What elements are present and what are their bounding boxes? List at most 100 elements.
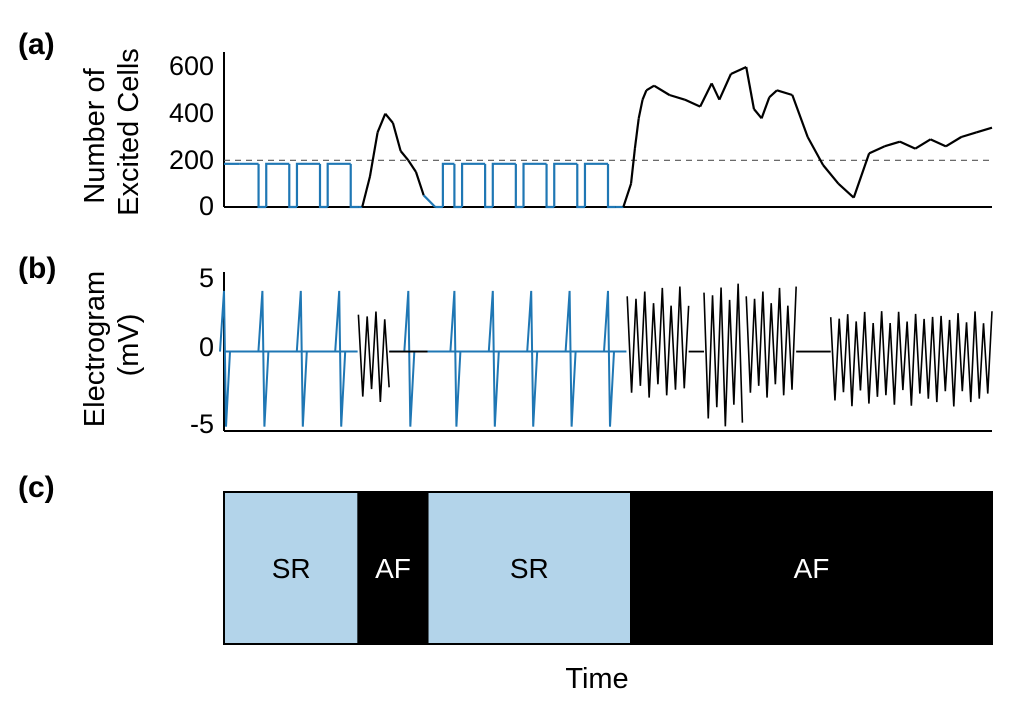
excited-cells-segment bbox=[884, 140, 901, 148]
excited-cells-segment bbox=[822, 164, 840, 185]
excited-cells-segment bbox=[837, 182, 855, 199]
excited-cells-segment bbox=[629, 148, 636, 184]
excited-cells-segment bbox=[606, 163, 616, 209]
sr-spike bbox=[403, 290, 416, 427]
excited-cells-segment bbox=[806, 136, 825, 166]
sr-spike bbox=[334, 290, 347, 427]
y-tick-b-neg5: -5 bbox=[190, 409, 214, 439]
excited-cells-segment bbox=[368, 132, 379, 177]
excited-cells-segment bbox=[753, 108, 763, 120]
excited-cells-segment bbox=[699, 82, 713, 108]
excited-cells-segment bbox=[514, 163, 524, 209]
excited-cells-segment bbox=[669, 93, 686, 101]
excited-cells-segment bbox=[576, 163, 585, 209]
rhythm-segment-sr bbox=[426, 491, 633, 645]
sr-spike bbox=[219, 290, 231, 427]
y-tick-b-0: 0 bbox=[199, 332, 214, 362]
af-oscillation bbox=[829, 311, 993, 407]
excited-cells-segment bbox=[960, 131, 977, 139]
sr-spike bbox=[487, 290, 500, 427]
rhythm-bar: SR AF SR AF bbox=[223, 491, 993, 645]
af-oscillation bbox=[626, 286, 690, 398]
panel-a: (a) Number of Excited Cells 0 200 400 60… bbox=[18, 28, 993, 221]
excited-cells-segment bbox=[718, 73, 732, 101]
excited-cells-segment bbox=[407, 159, 417, 173]
excited-cells-segment bbox=[265, 162, 290, 207]
excited-cells-segment bbox=[776, 89, 793, 97]
excited-cells-segment bbox=[460, 162, 486, 207]
sr-spike bbox=[564, 290, 577, 427]
rhythm-label-af: AF bbox=[375, 553, 411, 584]
excited-cells-segment bbox=[976, 126, 993, 134]
panel-label-c: (c) bbox=[18, 471, 55, 504]
excited-cells-segment bbox=[349, 163, 359, 209]
y-tick-a-600: 600 bbox=[169, 51, 214, 81]
excited-cells-segment bbox=[545, 163, 555, 209]
y-axis-label-a-line1: Number of bbox=[79, 67, 111, 203]
excited-cells-segment bbox=[637, 99, 644, 119]
excited-cells-segment bbox=[257, 163, 267, 209]
excited-cells-segment bbox=[318, 163, 328, 209]
excited-cells-segment bbox=[295, 162, 320, 207]
excited-cells-segment bbox=[633, 118, 640, 149]
y-axis-label-b: Electrogram (mV) bbox=[79, 263, 145, 427]
panel-label-b: (b) bbox=[18, 252, 56, 285]
x-axis-label-time: Time bbox=[565, 663, 628, 695]
excited-cells-segment bbox=[768, 89, 778, 99]
excited-cells-segment bbox=[645, 84, 655, 92]
excited-cells-segment bbox=[361, 176, 371, 208]
panel-label-a: (a) bbox=[18, 28, 55, 61]
rhythm-segment-af bbox=[630, 491, 993, 645]
excited-cells-segment bbox=[414, 171, 425, 196]
panel-c: (c) SR AF SR AF Time bbox=[18, 471, 993, 695]
af-oscillation bbox=[703, 283, 744, 427]
y-tick-a-400: 400 bbox=[169, 98, 214, 128]
rhythm-label-sr: SR bbox=[510, 553, 549, 584]
plot-area-a bbox=[224, 65, 993, 209]
sr-spike bbox=[603, 290, 615, 427]
sr-spike bbox=[449, 290, 462, 427]
excited-cells-segment bbox=[422, 194, 436, 208]
excited-cells-segment bbox=[760, 96, 771, 119]
excited-cells-segment bbox=[791, 94, 809, 138]
excited-cells-segment bbox=[730, 65, 747, 76]
excited-cells-segment bbox=[641, 89, 648, 101]
excited-cells-segment bbox=[745, 66, 756, 110]
excited-cells-segment bbox=[899, 140, 916, 150]
excited-cells-segment bbox=[453, 163, 463, 209]
rhythm-segment-af bbox=[357, 491, 429, 645]
excited-cells-segment bbox=[288, 163, 297, 209]
rhythm-label-sr: SR bbox=[272, 553, 311, 584]
excited-cells-segment bbox=[710, 82, 721, 101]
excited-cells-segment bbox=[653, 84, 671, 96]
excited-cells-segment bbox=[945, 136, 962, 148]
sr-spike bbox=[295, 290, 308, 427]
rhythm-label-af: AF bbox=[794, 553, 830, 584]
y-tick-a-0: 0 bbox=[199, 191, 214, 221]
excited-cells-segment bbox=[384, 112, 394, 124]
panel-b: (b) Electrogram (mV) -5 0 5 bbox=[18, 252, 993, 439]
excited-cells-segment bbox=[914, 138, 932, 150]
excited-cells-segment bbox=[441, 162, 455, 207]
y-tick-a-200: 200 bbox=[169, 145, 214, 175]
excited-cells-segment bbox=[399, 150, 410, 162]
sr-spike bbox=[257, 290, 270, 427]
y-axis-label-b-line2: (mV) bbox=[113, 314, 145, 377]
y-axis-label-a: Number of Excited Cells bbox=[79, 48, 145, 216]
y-tick-b-5: 5 bbox=[199, 263, 214, 293]
excited-cells-segment bbox=[930, 138, 947, 148]
sr-spike bbox=[526, 290, 539, 427]
excited-cells-segment bbox=[684, 98, 701, 108]
excited-cells-segment bbox=[852, 152, 871, 199]
rhythm-segment-sr bbox=[223, 491, 360, 645]
excited-cells-segment bbox=[522, 162, 547, 207]
excited-cells-segment bbox=[376, 113, 387, 133]
af-oscillation bbox=[745, 286, 797, 398]
excited-cells-segment bbox=[326, 162, 351, 207]
y-axis-label-b-line1: Electrogram bbox=[79, 271, 111, 427]
excited-cells-segment bbox=[553, 162, 578, 207]
y-axis-label-a-line2: Excited Cells bbox=[113, 48, 145, 216]
excited-cells-segment bbox=[622, 183, 633, 208]
excited-cells-segment bbox=[391, 122, 402, 152]
